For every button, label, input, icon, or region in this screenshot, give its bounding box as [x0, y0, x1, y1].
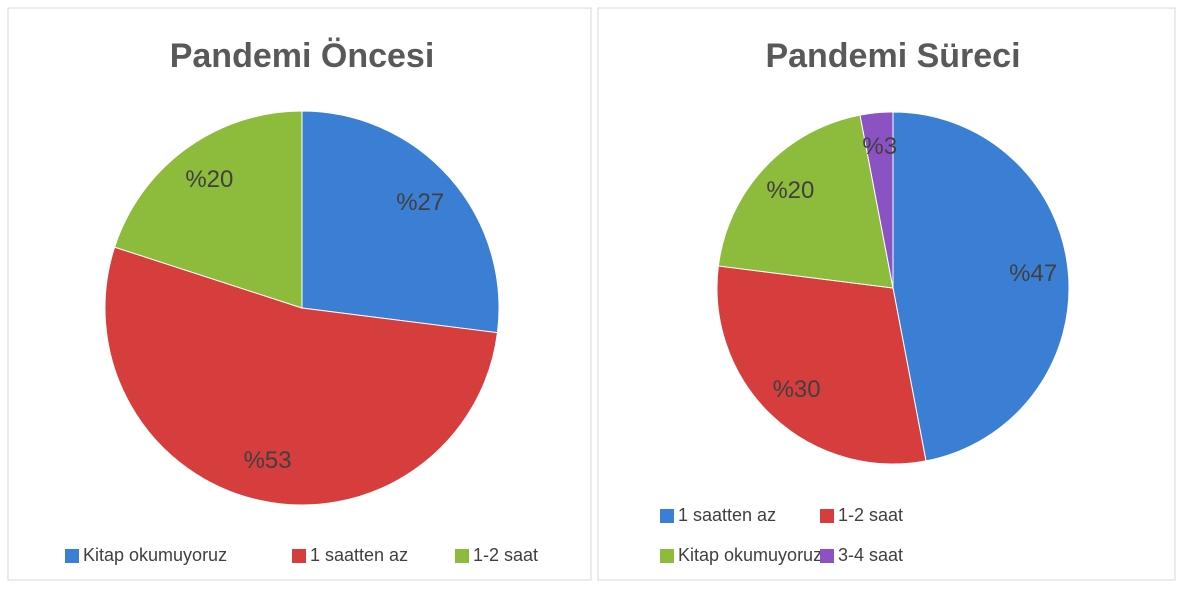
chart-title: Pandemi Süreci: [765, 37, 1020, 75]
pie-slice: [892, 111, 1070, 462]
pie-slice: [717, 114, 894, 289]
legend-swatch: [660, 509, 674, 523]
legend-label: 1-2 saat: [473, 545, 538, 565]
legend-swatch: [660, 549, 674, 563]
data-label: %20: [185, 166, 233, 193]
pie-slice: [716, 265, 927, 465]
legend-label: Kitap okumuyoruz: [83, 545, 227, 565]
pie-slice: [301, 110, 500, 334]
legend-label: 1-2 saat: [838, 505, 903, 525]
data-label: %27: [396, 189, 444, 216]
pie-slice: [104, 246, 499, 506]
legend-swatch: [292, 549, 306, 563]
legend-label: Kitap okumuyoruz: [678, 545, 822, 565]
pie-slice: [114, 110, 303, 309]
legend-swatch: [455, 549, 469, 563]
pie-slice: [859, 111, 894, 289]
legend-swatch: [820, 549, 834, 563]
data-label: %20: [766, 177, 814, 204]
legend-swatch: [820, 509, 834, 523]
legend-label: 3-4 saat: [838, 545, 903, 565]
legend-label: 1 saatten az: [310, 545, 408, 565]
data-label: %47: [1009, 260, 1057, 287]
chart-title: Pandemi Öncesi: [170, 37, 435, 75]
data-label: %30: [773, 376, 821, 403]
data-label: %53: [244, 447, 292, 474]
legend-swatch: [65, 549, 79, 563]
legend-label: 1 saatten az: [678, 505, 776, 525]
data-label: %3: [862, 133, 897, 160]
